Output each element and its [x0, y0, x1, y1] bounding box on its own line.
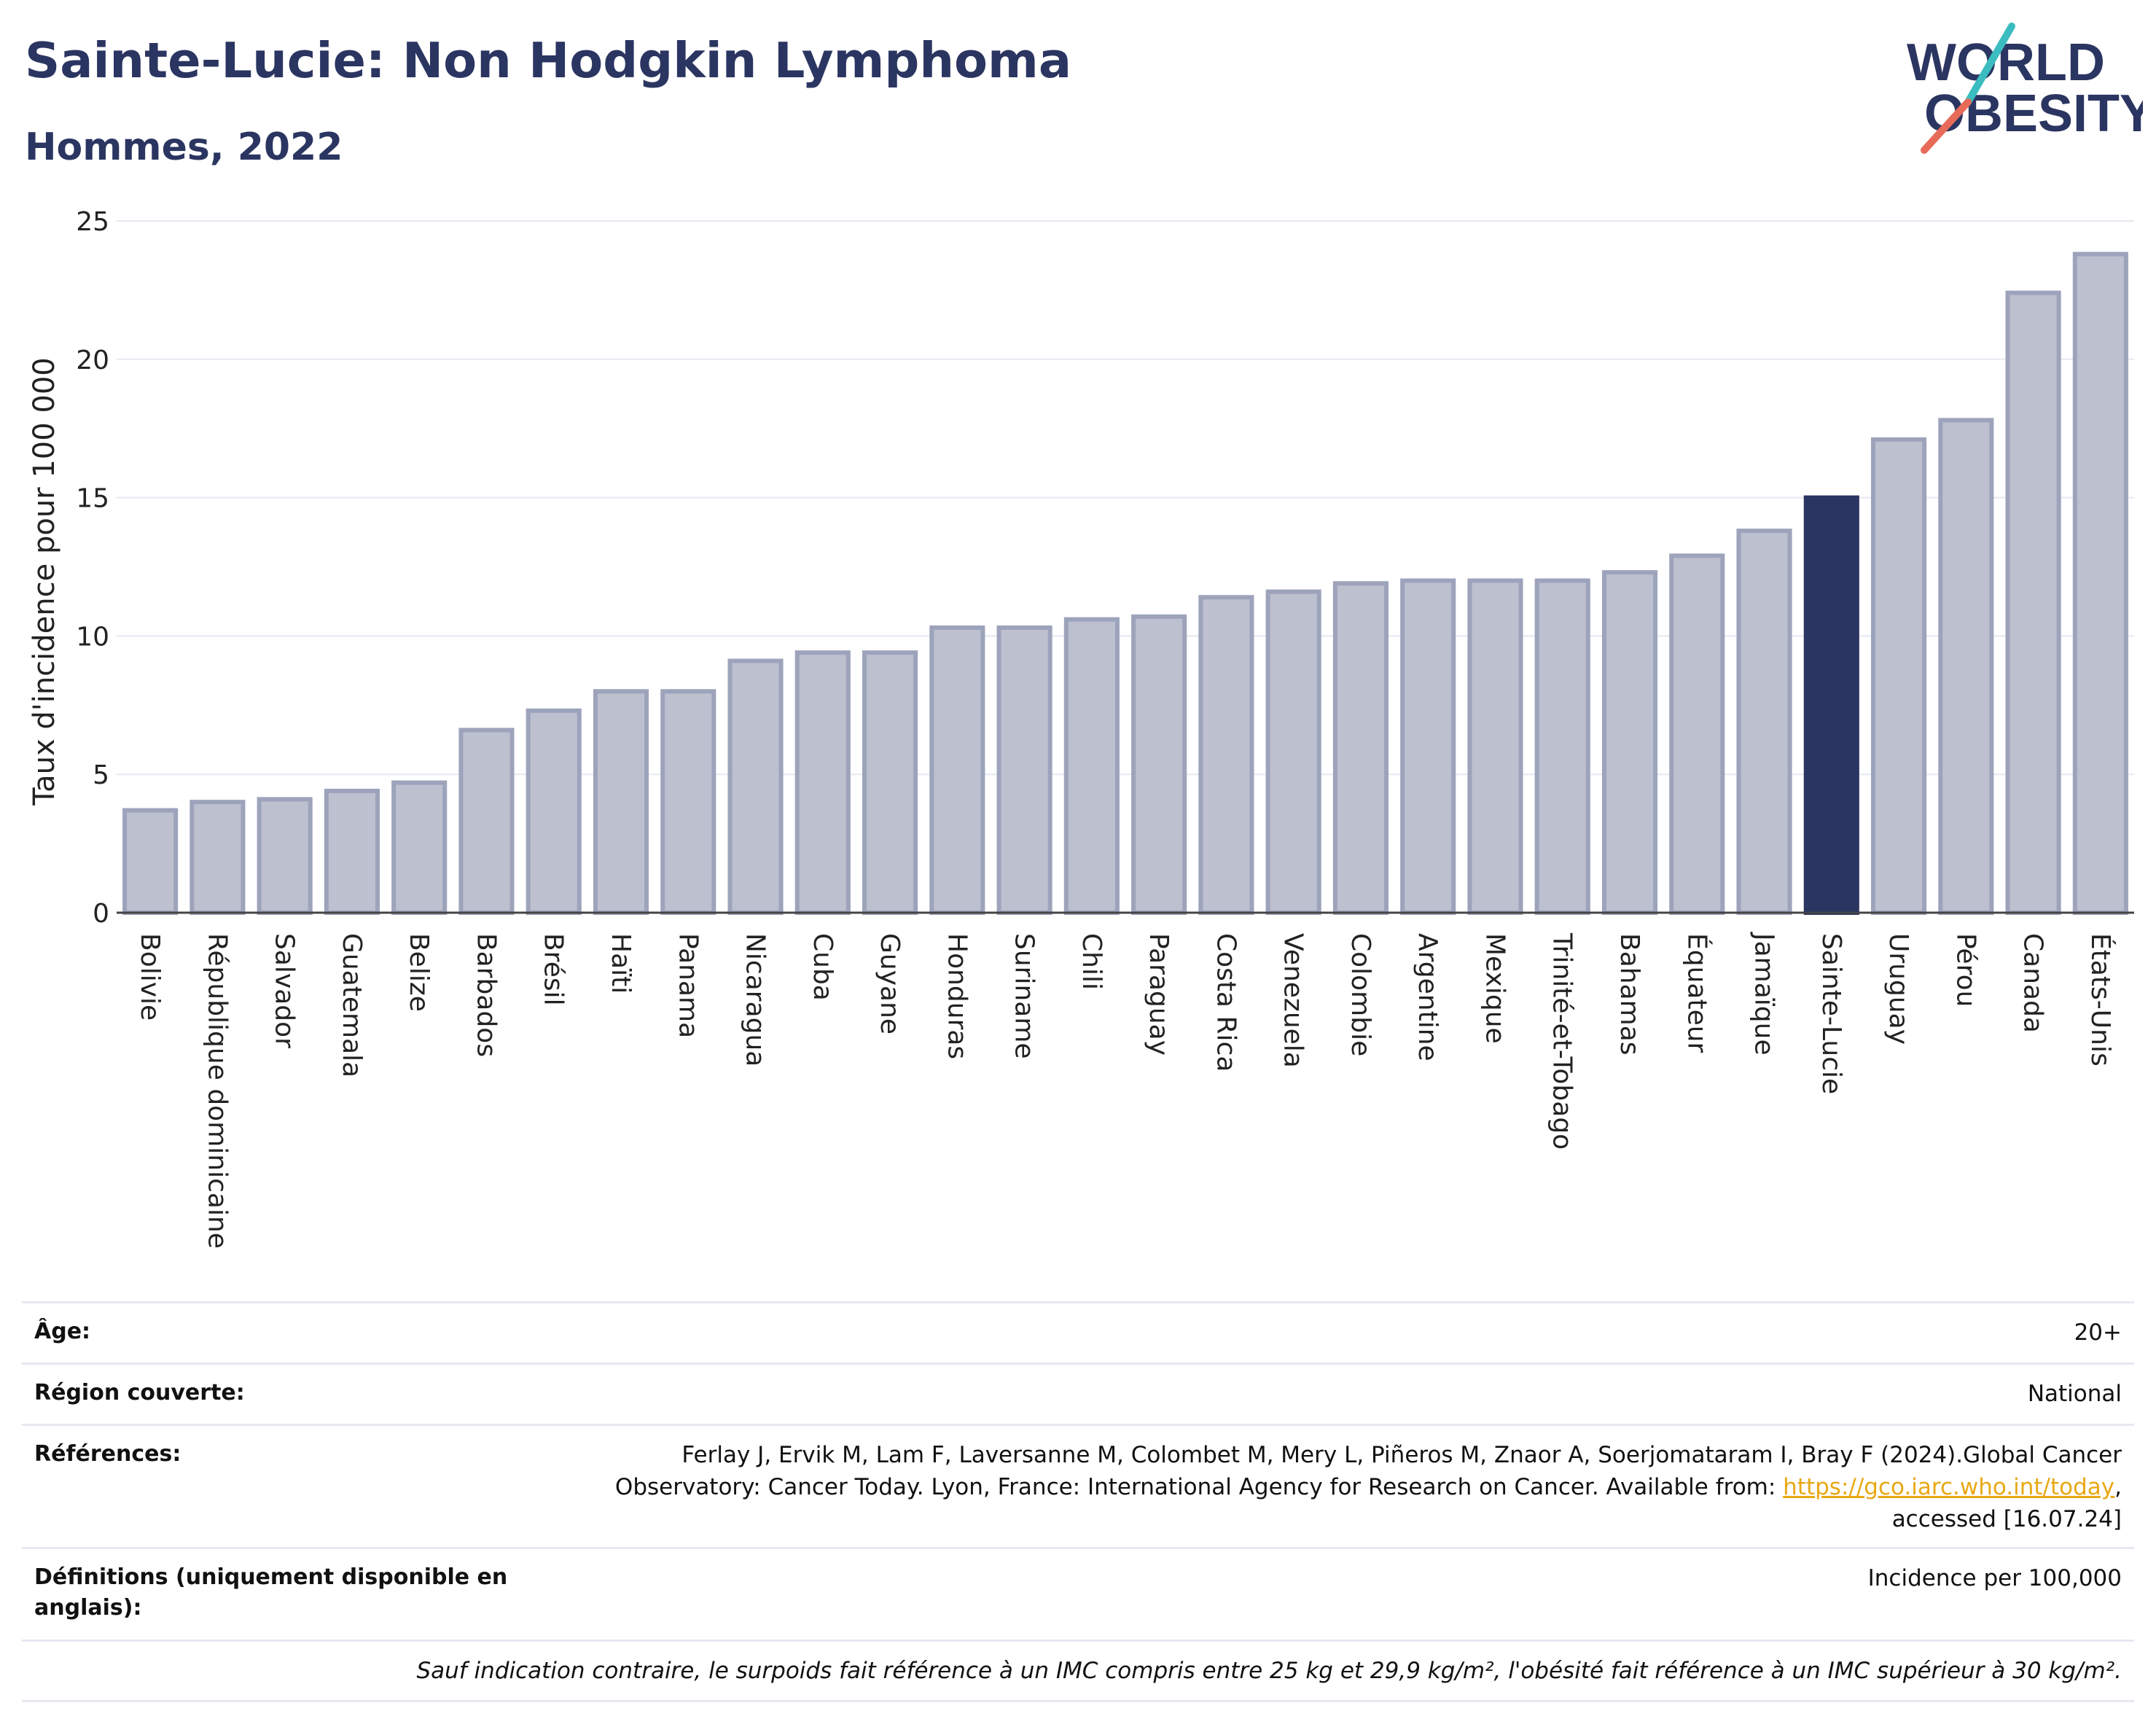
bar — [1871, 437, 1927, 915]
references-line2-end: , — [2114, 1474, 2122, 1500]
bar — [794, 650, 851, 916]
bar — [996, 625, 1052, 916]
x-tick-label: Mexique — [1480, 933, 1509, 1044]
x-tick-label: Costa Rica — [1211, 933, 1241, 1072]
bar — [324, 788, 380, 915]
references-line1: Ferlay J, Ervik M, Lam F, Laversanne M, … — [681, 1442, 2122, 1468]
x-tick-label: Chili — [1077, 933, 1106, 990]
bar-highlighted — [1803, 495, 1859, 915]
info-row-definitions: Définitions (uniquement disponible en an… — [22, 1547, 2134, 1640]
x-tick-label: Paraguay — [1144, 933, 1173, 1056]
bar — [660, 689, 716, 915]
x-tick-label: États-Unis — [2085, 933, 2116, 1067]
references-line2: Observatory: Cancer Today. Lyon, France:… — [615, 1471, 2122, 1503]
bar — [727, 658, 784, 916]
y-tick-label: 5 — [93, 760, 109, 790]
bar — [1669, 553, 1725, 915]
bar-chart: 0 5 10 15 20 25 Taux d'incidence pour 100 000 B… — [28, 207, 2134, 1249]
x-tick-label: Jamaïque — [1749, 932, 1779, 1056]
bar — [391, 780, 448, 916]
info-table: Âge: 20+ Région couverte: National Référ… — [22, 1301, 2134, 1702]
region-value: National — [2027, 1381, 2122, 1407]
x-tick-label: Venezuela — [1278, 933, 1308, 1068]
info-row-region: Région couverte: National — [22, 1362, 2134, 1424]
x-tick-label: Nicaragua — [741, 933, 770, 1067]
y-tick-label: 0 — [93, 899, 109, 929]
bar — [1601, 570, 1658, 915]
references-line3: accessed [16.07.24] — [1891, 1506, 2122, 1532]
x-tick-label: Haïti — [606, 933, 636, 994]
y-axis-label: Taux d'incidence pour 100 000 — [28, 357, 61, 806]
y-tick-label: 25 — [76, 207, 109, 237]
bar — [1063, 617, 1120, 916]
y-tick-label: 10 — [76, 622, 109, 652]
bar — [122, 808, 179, 915]
x-tick-label: Équateur — [1682, 933, 1712, 1053]
x-tick-label: Barbados — [471, 933, 501, 1057]
world-obesity-logo: WORLD OBESITY — [1907, 23, 2143, 154]
bar — [862, 650, 918, 916]
x-tick-label: Uruguay — [1883, 933, 1913, 1045]
footnote: Sauf indication contraire, le surpoids f… — [416, 1658, 2122, 1684]
x-tick-label: Guatemala — [337, 933, 367, 1077]
bar — [257, 797, 313, 916]
bar — [1467, 578, 1523, 915]
bar — [929, 625, 985, 916]
x-tick-label: Canada — [2018, 933, 2048, 1033]
bar — [2005, 290, 2061, 916]
x-tick-label: Sainte-Lucie — [1816, 933, 1846, 1094]
y-tick-label: 15 — [76, 484, 109, 514]
bar — [1332, 581, 1388, 915]
bar — [1938, 418, 1994, 915]
chart-subtitle: Hommes, 2022 — [25, 125, 343, 169]
x-tick-label: Argentine — [1413, 933, 1442, 1061]
x-tick-label: Pérou — [1950, 933, 1980, 1007]
info-row-note: Sauf indication contraire, le surpoids f… — [22, 1640, 2134, 1702]
age-label: Âge: — [34, 1319, 91, 1344]
logo-slash-teal — [1964, 23, 2015, 106]
references-label: Références: — [34, 1441, 181, 1467]
references-value: Ferlay J, Ervik M, Lam F, Laversanne M, … — [615, 1439, 2122, 1535]
x-tick-label: Belize — [404, 933, 434, 1012]
definitions-value: Incidence per 100,000 — [1867, 1565, 2122, 1591]
bar — [2072, 252, 2128, 915]
bar — [1534, 578, 1590, 915]
bar — [526, 708, 582, 916]
x-tick-label: Suriname — [1009, 933, 1039, 1059]
x-tick-label: Brésil — [539, 933, 569, 1006]
x-tick-label: Honduras — [942, 933, 972, 1059]
bar — [458, 728, 515, 915]
x-tick-label: Cuba — [808, 933, 837, 1001]
x-tick-label: Bahamas — [1614, 933, 1644, 1056]
x-tick-label: Salvador — [270, 933, 300, 1048]
chart-title: Sainte-Lucie: Non Hodgkin Lymphoma — [25, 32, 1072, 89]
bar — [1736, 529, 1792, 915]
x-tick-label: République dominicaine — [202, 933, 232, 1249]
bar — [1265, 589, 1321, 915]
references-link[interactable]: https://gco.iarc.who.int/today — [1783, 1474, 2115, 1500]
x-tick-label: Panama — [673, 933, 703, 1038]
x-tick-label: Bolivie — [135, 933, 165, 1021]
bar — [1198, 595, 1254, 915]
bar — [190, 800, 246, 916]
logo-slash-coral — [1921, 98, 1972, 154]
x-tick-label: Colombie — [1345, 933, 1375, 1056]
definitions-label: Définitions (uniquement disponible en an… — [34, 1564, 508, 1621]
age-value: 20+ — [2074, 1319, 2122, 1346]
bar — [1131, 614, 1187, 915]
x-tick-label: Trinité-et-Tobago — [1547, 932, 1577, 1150]
x-tick-label: Guyane — [875, 933, 905, 1034]
info-row-age: Âge: 20+ — [22, 1301, 2134, 1362]
region-label: Région couverte: — [34, 1380, 245, 1405]
info-row-references: Références: Ferlay J, Ervik M, Lam F, La… — [22, 1424, 2134, 1547]
bar — [593, 689, 649, 915]
references-line2-text: Observatory: Cancer Today. Lyon, France:… — [614, 1474, 1784, 1500]
y-tick-label: 20 — [76, 346, 109, 375]
bar — [1400, 578, 1456, 915]
